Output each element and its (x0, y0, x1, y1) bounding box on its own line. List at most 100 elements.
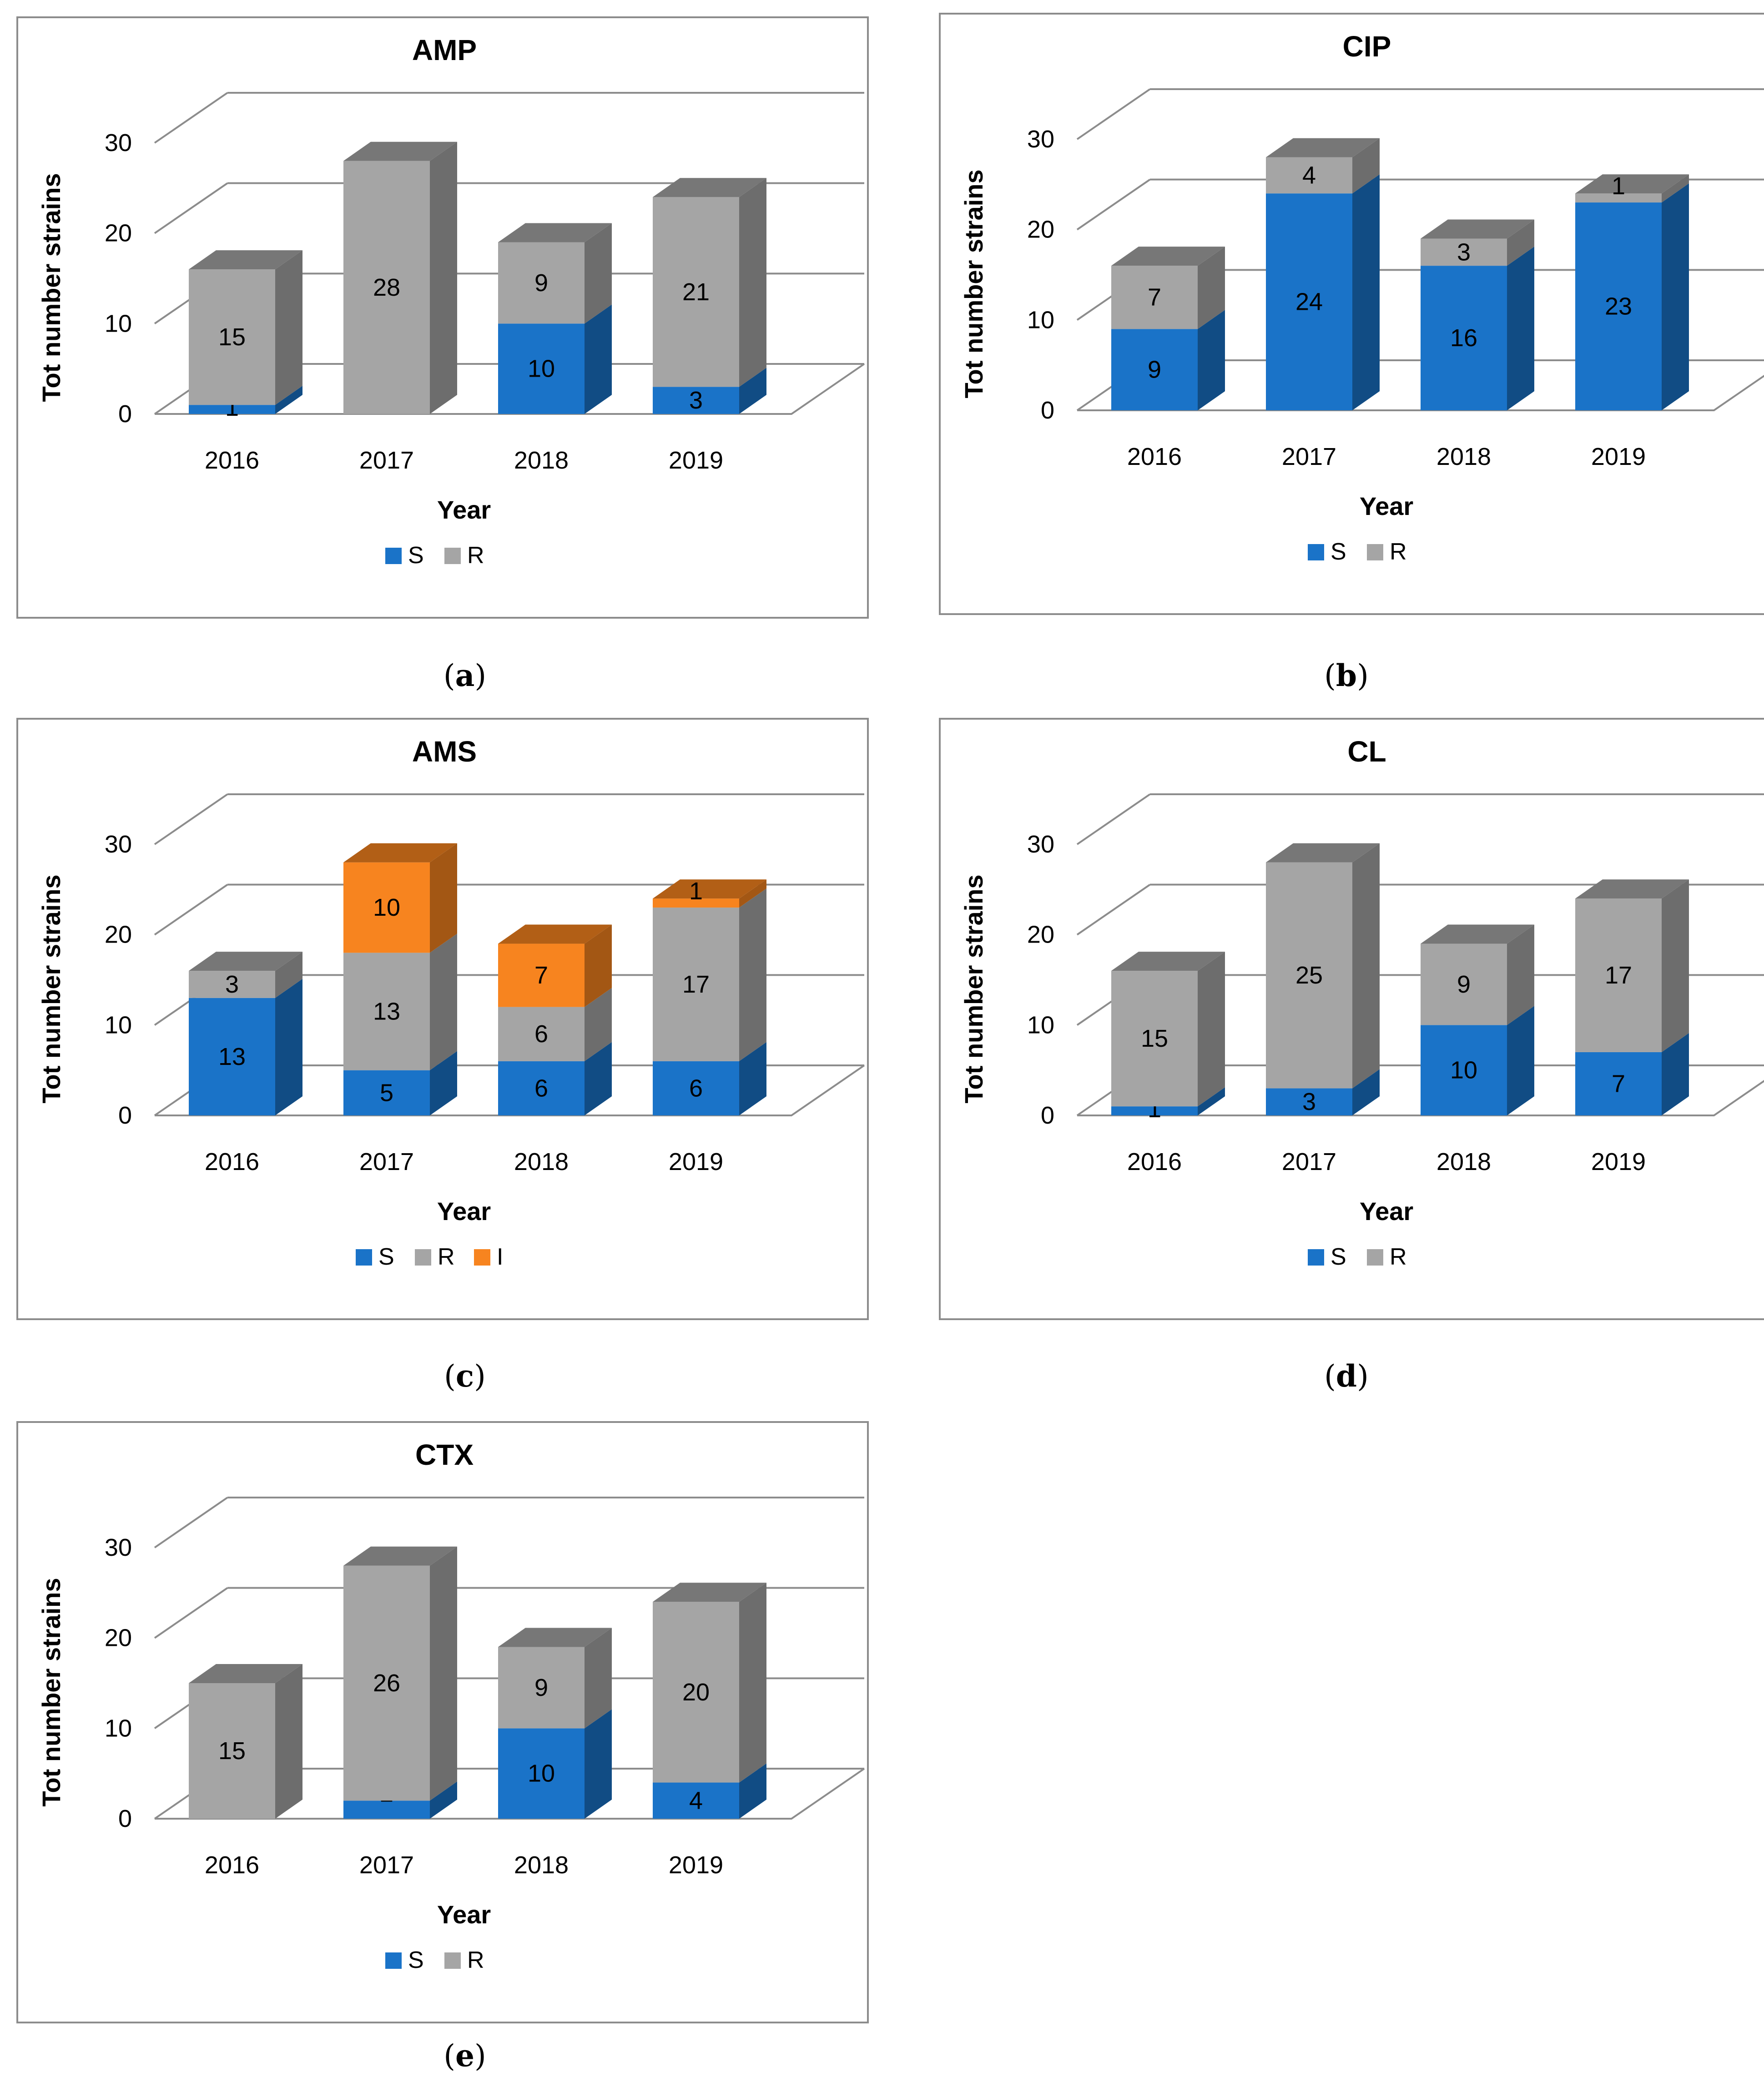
legend-swatch-R (1367, 544, 1383, 560)
chart-panel-e: CTX 0 10 20 30 15 226 10 9 4 20 2016 2017 2018 2019 Yea… (16, 1421, 869, 2023)
bar-segment-R (1421, 943, 1507, 1025)
legend-swatch-R (1367, 1249, 1383, 1266)
bar-segment-R (498, 1647, 585, 1729)
y-axis-title: Tot number strains (959, 874, 988, 1103)
y-axis-title: Tot number strains (37, 173, 66, 402)
bar-segment-I (653, 898, 739, 908)
bar-side-R (275, 952, 302, 998)
x-tick-label: 2018 (1436, 443, 1491, 470)
legend-label-I: I (497, 1244, 503, 1270)
bar-segment-R (498, 242, 585, 324)
bar-side-R (430, 141, 457, 414)
data-label-R: 15 (218, 323, 246, 351)
bar-side-S (275, 978, 302, 1115)
y-tick-label: 0 (118, 1102, 132, 1129)
x-tick-label: 2018 (514, 1148, 569, 1175)
bar-segment-R (189, 1683, 275, 1819)
bar-top-R (653, 1583, 766, 1602)
bar-side-I (739, 879, 766, 908)
chart-panel-b: CIP 0 10 20 30 9 7 24 4 16 3 23 1 2016 2017 2018 2019 Yea… (939, 13, 1764, 615)
bar-side-R (275, 250, 302, 405)
bar-top-R (1575, 879, 1689, 899)
bar-segment-R (1421, 238, 1507, 266)
legend-swatch-S (385, 1952, 402, 1969)
chart-title: AMP (412, 34, 477, 66)
bar-stack-2018: 10 9 (1421, 924, 1534, 1115)
bar-segment-S (1266, 1088, 1352, 1115)
bar-stack-2016: 115 (189, 250, 302, 421)
data-label-S: 4 (689, 1787, 703, 1814)
legend-swatch-S (356, 1249, 372, 1266)
bar-segment-S (653, 1061, 739, 1115)
bars: 115 3 25 10 9 7 17 (1111, 843, 1689, 1123)
bar-segment-R (653, 197, 739, 387)
bar-segment-R (343, 953, 430, 1070)
data-label-S: 5 (380, 1079, 393, 1106)
x-tick-label: 2019 (669, 1148, 723, 1175)
bar-side-S (1352, 174, 1380, 410)
x-tick-label: 2017 (1282, 443, 1336, 470)
legend-swatch-R (444, 548, 461, 564)
legend-label-R: R (467, 1947, 484, 1973)
side-gridline (154, 1587, 228, 1639)
bar-segment-R (189, 269, 275, 405)
bars: 15 226 10 9 4 20 (189, 1546, 766, 1819)
bar-top-R (1266, 843, 1380, 862)
bar-top-R (1111, 247, 1225, 266)
data-label-S: 10 (528, 1760, 555, 1787)
bar-side-R (585, 988, 612, 1061)
chart-svg: AMP 0 10 20 30 115 28 10 9 3 21 2016 2017 2018 2019 Yea… (37, 34, 865, 569)
bar-side-R (739, 178, 766, 387)
bar-side-R (1352, 843, 1380, 1089)
bar-side-S (739, 1042, 766, 1115)
data-label-S: 23 (1605, 293, 1632, 320)
bar-side-S (1507, 247, 1534, 410)
bar-top-R (189, 1664, 302, 1683)
data-label-R: 15 (1141, 1025, 1168, 1052)
x-tick-label: 2019 (669, 1851, 723, 1879)
data-label-R: 9 (534, 1674, 548, 1701)
chart-title: CTX (415, 1438, 474, 1471)
bars: 13 3 5 13 10 6 6 7 6 17 1 (189, 843, 766, 1115)
bar-top-R (498, 223, 612, 242)
data-label-R: 6 (534, 1020, 548, 1048)
x-axis-title: Year (1360, 1197, 1413, 1226)
side-gridline (1076, 88, 1151, 140)
y-tick-label: 20 (105, 921, 132, 948)
y-axis-title: Tot number strains (37, 1578, 66, 1806)
bar-segment-R (1266, 862, 1352, 1089)
bar-segment-R (498, 1007, 585, 1061)
legend-swatch-S (1308, 544, 1324, 560)
bar-side-S (739, 1763, 766, 1819)
y-tick-label: 20 (1027, 216, 1054, 243)
bar-side-R (585, 1628, 612, 1729)
y-tick-label: 30 (1027, 126, 1054, 153)
y-tick-label: 10 (105, 1011, 132, 1039)
bar-segment-S (498, 323, 585, 414)
data-label-S: 10 (1450, 1057, 1477, 1084)
legend-label-S: S (408, 1947, 424, 1973)
bar-side-S (1507, 1006, 1534, 1115)
chart-panel-a: AMP 0 10 20 30 1 15 28 10 9 3 21 2016 2017 2018 2019 Yea… (16, 16, 869, 619)
bar-segment-S (1421, 1025, 1507, 1115)
data-label-R: 3 (1457, 238, 1471, 266)
bar-side-S (275, 386, 302, 414)
bar-stack-2019: 23 1 (1575, 172, 1689, 410)
data-label-R: 9 (534, 269, 548, 297)
bar-segment-S (498, 1728, 585, 1819)
data-label-S: 16 (1450, 324, 1477, 352)
caption-e: (e) (444, 2038, 486, 2073)
x-tick-label: 2016 (1127, 1148, 1182, 1175)
x-axis-title: Year (437, 1197, 491, 1226)
bar-segment-S (1421, 266, 1507, 410)
bar-top-R (343, 1546, 457, 1566)
x-tick-label: 2017 (1282, 1148, 1336, 1175)
chart-title: CL (1347, 735, 1386, 768)
bar-side-S (1662, 1033, 1689, 1115)
data-label-S: 6 (534, 1074, 548, 1102)
legend-swatch-S (385, 548, 402, 564)
bar-top-I (498, 924, 612, 944)
